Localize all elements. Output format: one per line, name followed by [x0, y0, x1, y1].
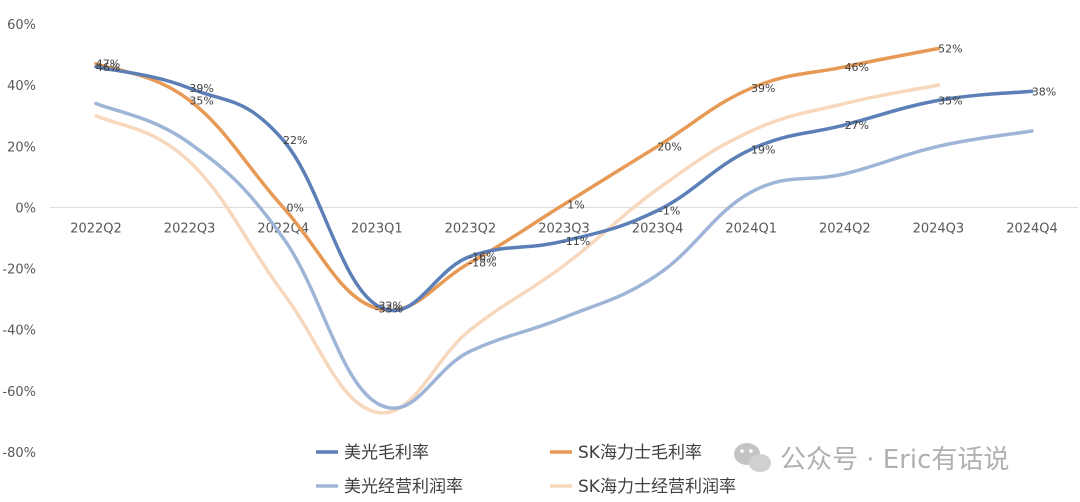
- x-tick-label: 2023Q1: [351, 221, 403, 236]
- y-tick-label: 60%: [7, 18, 36, 33]
- data-label: 22%: [283, 134, 307, 147]
- data-label: 0%: [286, 201, 303, 214]
- data-label: 52%: [938, 42, 962, 55]
- data-label: 39%: [751, 82, 775, 95]
- data-label: 47%: [96, 58, 120, 71]
- data-label: 39%: [189, 82, 213, 95]
- data-label: -32%: [375, 299, 403, 312]
- data-labels: 46% 39% 22% -32% -16% -11% -1% 19% 27% 35% 38% 47% 3…: [96, 42, 1056, 315]
- x-tick-label: 2024Q1: [725, 221, 777, 236]
- legend-label: SK海力士毛利率: [578, 443, 702, 463]
- series-line: [94, 65, 1034, 313]
- y-tick-label: -80%: [2, 446, 36, 461]
- x-tick-label: 2024Q3: [913, 221, 965, 236]
- series-line: [94, 101, 1034, 411]
- legend-item: SK海力士毛利率: [550, 443, 702, 463]
- data-label: 38%: [1032, 85, 1056, 98]
- legend-label: SK海力士经营利润率: [578, 477, 736, 497]
- data-label: 35%: [938, 94, 962, 107]
- data-label: 46%: [845, 61, 869, 74]
- watermark: 公众号 · Eric有话说: [734, 443, 1009, 475]
- legend: 美光毛利率 SK海力士毛利率 美光经营利润率 SK海力士经营利润率: [316, 443, 736, 497]
- y-tick-label: 0%: [15, 201, 36, 216]
- legend-item: 美光经营利润率: [316, 477, 463, 497]
- x-tick-label: 2024Q2: [819, 221, 871, 236]
- y-tick-label: -40%: [2, 324, 36, 339]
- y-tick-label: 20%: [7, 140, 36, 155]
- x-tick-label: 2024Q4: [1006, 221, 1058, 236]
- data-label: -11%: [562, 235, 590, 248]
- legend-item: 美光毛利率: [316, 443, 429, 463]
- data-label: 35%: [189, 94, 213, 107]
- legend-item: SK海力士经营利润率: [550, 477, 736, 497]
- y-tick-label: -60%: [2, 385, 36, 400]
- series-layer: [94, 46, 1034, 415]
- data-label: 27%: [845, 119, 869, 132]
- wechat-icon: [734, 443, 771, 472]
- data-label: 1%: [567, 198, 584, 211]
- x-tick-label: 2023Q3: [538, 221, 590, 236]
- x-tick-label: 2022Q3: [164, 221, 216, 236]
- data-label: 46%: [96, 61, 120, 74]
- data-label: -33%: [375, 302, 403, 315]
- data-label: -1%: [659, 204, 680, 217]
- y-tick-label: 40%: [7, 79, 36, 94]
- legend-label: 美光经营利润率: [344, 477, 463, 497]
- data-label: -16%: [468, 250, 496, 263]
- x-tick-label: 2022Q2: [70, 221, 122, 236]
- y-tick-label: -20%: [2, 263, 36, 278]
- x-tick-label: 2023Q2: [445, 221, 497, 236]
- legend-label: 美光毛利率: [344, 443, 429, 463]
- series-line: [94, 83, 941, 415]
- watermark-text: 公众号 · Eric有话说: [780, 445, 1009, 475]
- y-axis: 60% 40% 20% 0% -20% -40% -60% -80%: [2, 18, 36, 461]
- x-tick-label: 2023Q4: [632, 221, 684, 236]
- data-label: 20%: [657, 140, 681, 153]
- data-label: -18%: [468, 256, 496, 269]
- data-label: 19%: [751, 143, 775, 156]
